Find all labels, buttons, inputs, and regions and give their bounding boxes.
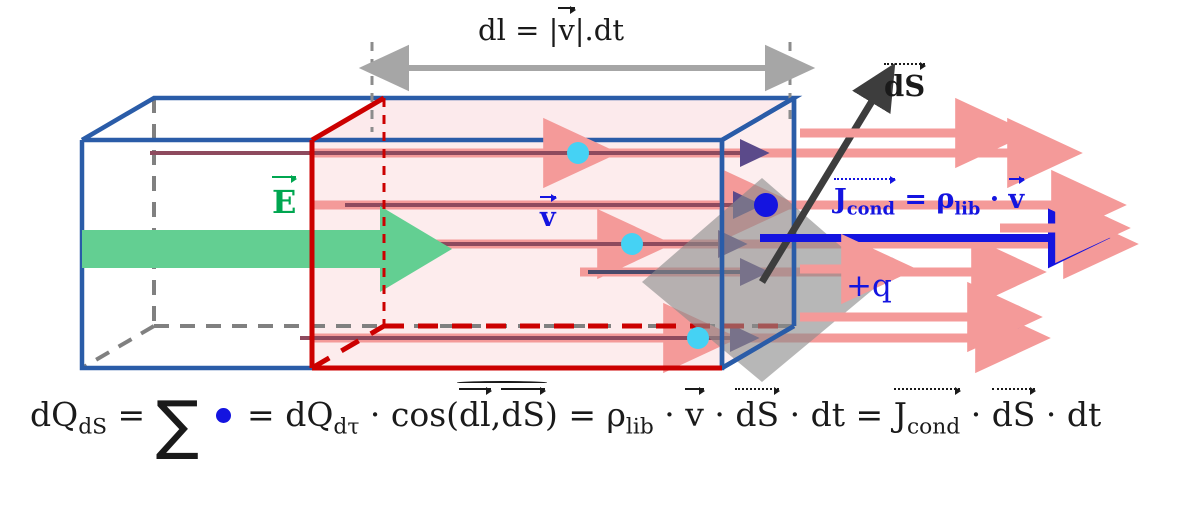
eq-lhs: dQ <box>30 395 79 434</box>
eq-equals-4: = <box>855 395 884 434</box>
velocity-symbol: v <box>540 202 556 233</box>
summation-symbol: ∑ <box>155 387 200 463</box>
eq-equals-2: = <box>247 395 275 434</box>
charge-label: +q <box>846 268 892 304</box>
dS-normal-arrow <box>759 62 896 284</box>
dl-dimension-label: dl = |v |.dt <box>478 5 624 47</box>
master-equation: dQdS = ∑ = dQdτ · cos(dl ,dS) = ρlib · v … <box>30 380 1102 457</box>
eq-equals-1: = <box>117 395 146 434</box>
box-right-face-overlay <box>719 96 797 370</box>
eq-cos-b: dS <box>501 395 545 434</box>
jcond-dot: · <box>989 184 1000 215</box>
eq-rho-sub: lib <box>625 414 654 440</box>
eq-lhs-sub: dS <box>78 414 108 440</box>
eq-t1: dQ <box>285 395 334 434</box>
surface-element-label: dS <box>884 61 927 103</box>
rho-subscript: lib <box>954 198 981 220</box>
eq-dot-2: · <box>664 395 675 434</box>
eq-t1-sub: dτ <box>333 414 360 440</box>
eq-dot-1: · <box>369 395 381 434</box>
dl-equals: = <box>515 13 540 47</box>
jcond-v: v <box>1008 184 1025 215</box>
eq-dot-5: · <box>970 395 982 434</box>
dl-suffix: .dt <box>584 13 624 47</box>
current-density-label: Jcond = ρlib · v <box>834 176 1025 220</box>
eq-cos-comma: , <box>490 395 502 434</box>
eq-dt2: dt <box>1066 395 1102 434</box>
e-field-arrow <box>82 206 452 292</box>
eq-dot-6: · <box>1045 395 1057 434</box>
eq-dS: dS <box>735 395 780 434</box>
eq-v: v <box>685 395 704 434</box>
charge-dot-icon <box>215 407 231 423</box>
exit-flow-arrows <box>800 97 1131 353</box>
e-field-symbol: E <box>272 183 297 221</box>
eq-J: J <box>893 395 907 434</box>
eq-dS2: dS <box>991 395 1036 434</box>
eq-cos-a: dl <box>459 395 491 434</box>
dS-symbol: dS <box>884 69 926 103</box>
eq-cos-close: ) <box>544 395 558 434</box>
jcond-symbol: J <box>834 184 847 215</box>
eq-dot-3: · <box>714 395 725 434</box>
jcond-subscript: cond <box>846 198 895 220</box>
eq-equals-3: = <box>568 395 596 434</box>
dl-v-symbol: v <box>558 13 575 47</box>
dl-text: dl <box>478 13 506 47</box>
eq-cos: cos( <box>390 395 460 434</box>
e-field-label: E <box>272 174 298 221</box>
eq-dot-4: · <box>789 395 801 434</box>
eq-dt: dt <box>810 395 846 434</box>
jcond-equals: = <box>904 184 927 215</box>
eq-J-sub: cond <box>906 414 961 440</box>
eq-rho: ρ <box>606 395 626 434</box>
rho-symbol: ρ <box>936 184 955 215</box>
velocity-label: v <box>540 194 557 233</box>
